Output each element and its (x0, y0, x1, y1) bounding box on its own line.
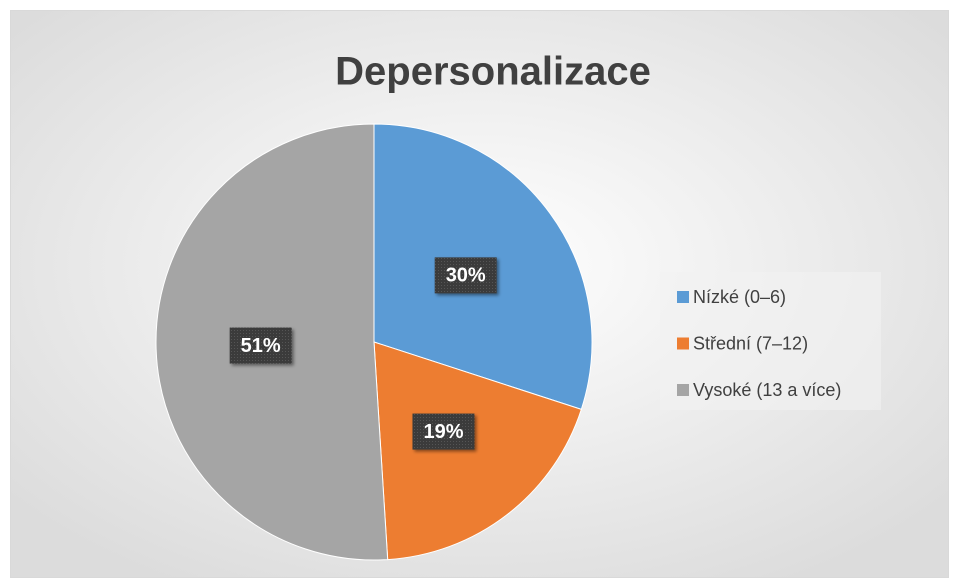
legend (660, 272, 881, 410)
pie-slice (373, 341, 582, 561)
data-label: 30% (446, 265, 486, 287)
data-label: 19% (423, 421, 463, 443)
chart-title: Depersonalizace (335, 50, 651, 94)
legend-label: Střední (7–12) (693, 333, 808, 353)
legend-swatch (677, 384, 689, 396)
data-label-box (412, 413, 475, 450)
data-label-box (229, 327, 292, 364)
data-label: 51% (241, 335, 281, 357)
data-label-box (434, 257, 497, 294)
legend-label: Vysoké (13 a více) (693, 380, 841, 400)
legend-swatch (677, 291, 689, 303)
legend-swatch (677, 337, 689, 350)
legend-label: Nízké (0–6) (693, 287, 786, 307)
